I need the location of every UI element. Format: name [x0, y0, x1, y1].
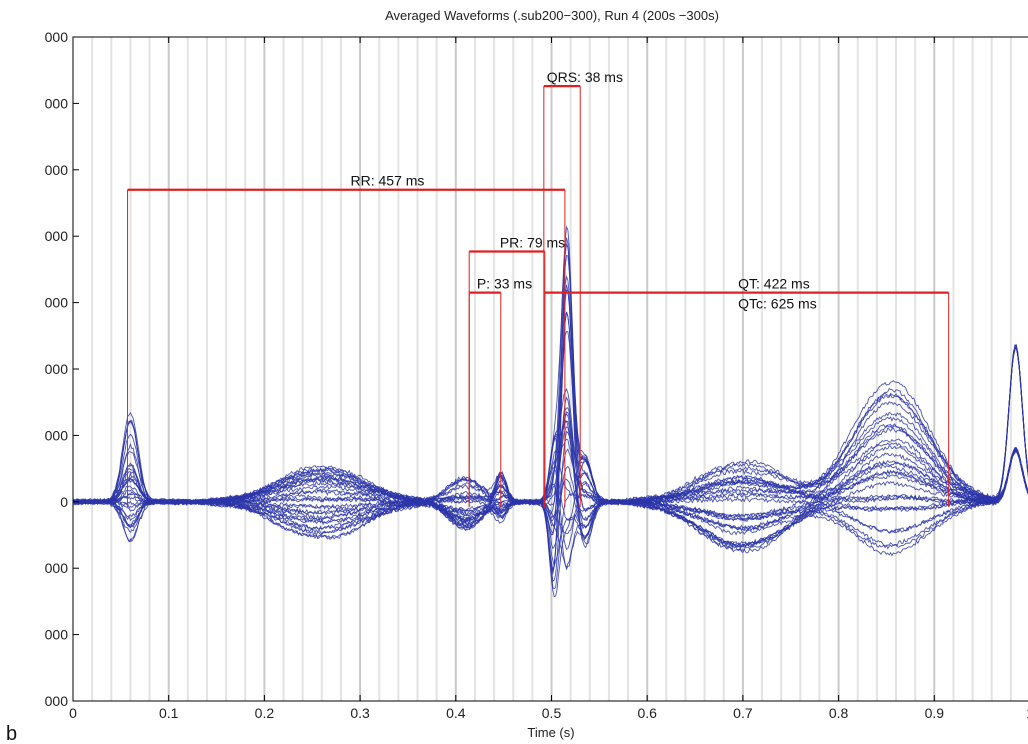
- y-tick-label: 000: [45, 627, 69, 643]
- waveform-line: [72, 289, 1028, 572]
- x-tick-label: 0.8: [829, 705, 849, 721]
- waveform-series: [72, 225, 1028, 598]
- waveform-line: [72, 447, 1028, 552]
- y-tick-label: 000: [45, 427, 69, 443]
- y-tick-label: 000: [45, 295, 69, 311]
- x-axis-ticks: 0 0.1 0.2 0.3 0.4 0.5 0.6 0.7 0.8 0.9 1: [69, 37, 1028, 721]
- interval-label: QTc: 625 ms: [738, 296, 817, 312]
- x-axis-label: Time (s): [527, 725, 574, 740]
- chart-title: Averaged Waveforms (.sub200−300), Run 4 …: [385, 8, 719, 23]
- interval-label: PR: 79 ms: [500, 234, 565, 250]
- x-tick-label: 0.4: [446, 705, 466, 721]
- x-tick-label: 0.5: [542, 705, 562, 721]
- y-tick-label: 0: [60, 494, 68, 510]
- y-tick-label: 000: [45, 29, 69, 45]
- interval-label: QT: 422 ms: [738, 276, 810, 292]
- x-tick-label: 1: [1026, 705, 1028, 721]
- x-tick-label: 0.3: [350, 705, 370, 721]
- y-tick-label: 000: [45, 693, 69, 709]
- vertical-grid: [91, 37, 1012, 701]
- y-tick-label: 000: [45, 162, 69, 178]
- waveform-line: [72, 426, 1028, 536]
- x-tick-label: 0: [69, 705, 77, 721]
- y-tick-label: 000: [45, 560, 69, 576]
- y-tick-label: 000: [45, 228, 69, 244]
- interval-label: RR: 457 ms: [351, 173, 425, 189]
- interval-annotations: RR: 457 ms QRS: 38 ms PR: 79 ms P: 33 ms QT:…: [127, 69, 950, 508]
- x-tick-label: 0.9: [925, 705, 945, 721]
- x-tick-label: 0.1: [159, 705, 179, 721]
- x-tick-label: 0.7: [733, 705, 753, 721]
- x-tick-label: 0.2: [255, 705, 275, 721]
- x-tick-label: 0.6: [637, 705, 657, 721]
- waveform-line: [72, 411, 1028, 550]
- interval-label: QRS: 38 ms: [547, 69, 623, 85]
- interval-label: P: 33 ms: [477, 276, 532, 292]
- waveform-line: [72, 419, 1028, 569]
- panel-label: b: [6, 723, 17, 744]
- y-tick-label: 000: [45, 95, 69, 111]
- y-tick-label: 000: [45, 361, 69, 377]
